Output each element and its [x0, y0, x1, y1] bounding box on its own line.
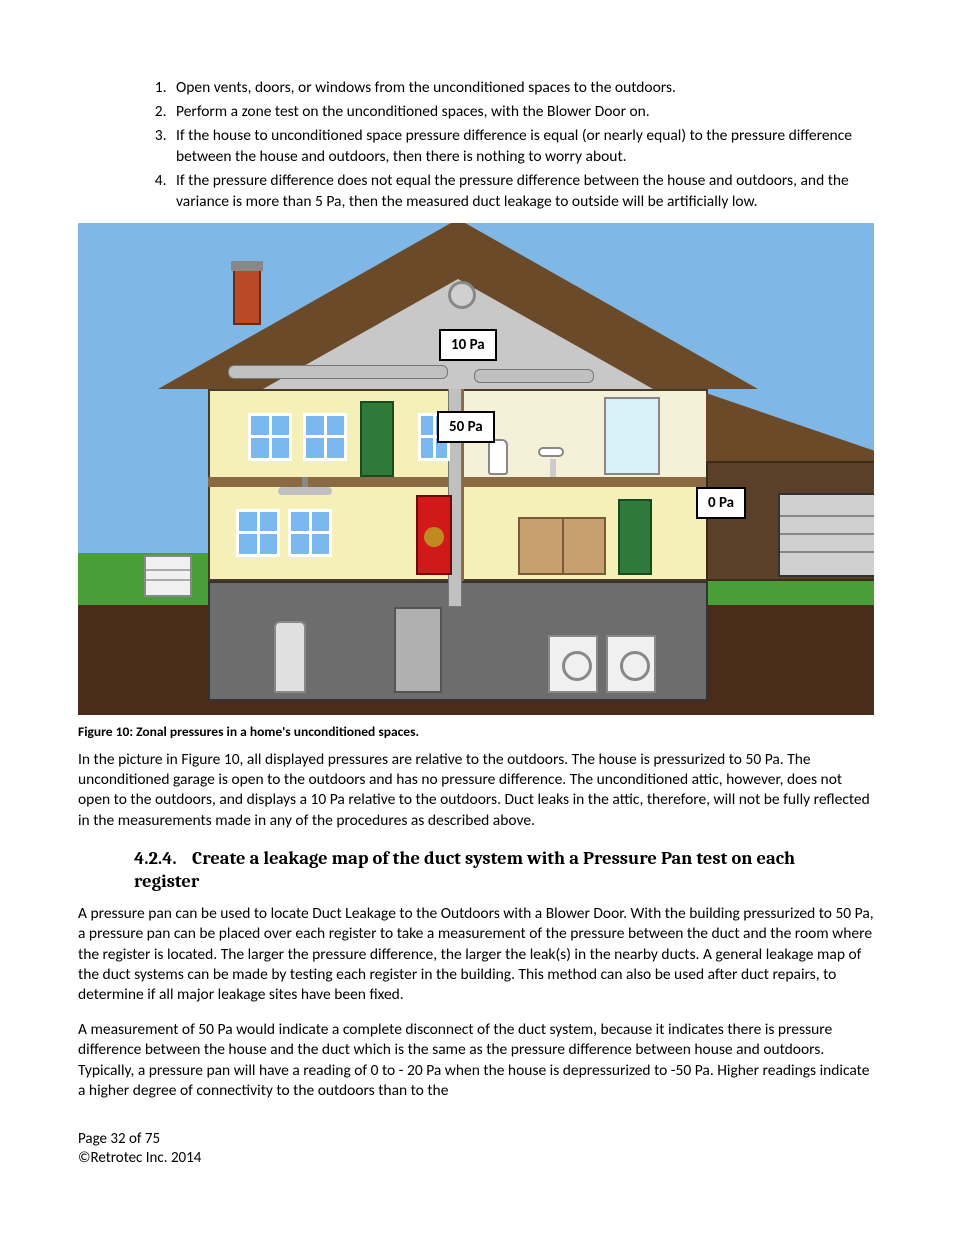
page-number: Page 32 of 75 — [78, 1130, 876, 1150]
page-footer: Page 32 of 75 ©Retrotec Inc. 2014 — [78, 1130, 876, 1169]
figure-caption: Figure 10: Zonal pressures in a home's u… — [78, 723, 876, 740]
section-title: Create a leakage map of the duct system … — [134, 847, 795, 892]
ac-unit-icon — [144, 555, 192, 597]
sink-icon — [538, 447, 564, 457]
door-icon — [618, 499, 652, 575]
list-item: Open vents, doors, or windows from the u… — [170, 78, 876, 99]
door-icon — [360, 401, 394, 477]
paragraph: A measurement of 50 Pa would indicate a … — [78, 1020, 876, 1102]
ceiling-fan-icon — [278, 487, 332, 495]
duct-icon — [474, 369, 594, 383]
list-item: If the pressure difference does not equa… — [170, 171, 876, 213]
figure-10: 10 Pa 50 Pa 0 Pa Figure 10: Zonal pressu… — [78, 223, 876, 740]
water-heater-icon — [274, 621, 306, 693]
paragraph: In the picture in Figure 10, all display… — [78, 750, 876, 832]
duct-icon — [228, 365, 448, 379]
shower-icon — [604, 397, 660, 475]
garage-door-icon — [778, 493, 874, 577]
dryer-icon — [606, 635, 656, 693]
section-heading: 4.2.4.Create a leakage map of the duct s… — [134, 847, 876, 893]
pressure-label-garage: 0 Pa — [696, 487, 746, 519]
copyright: ©Retrotec Inc. 2014 — [78, 1149, 876, 1169]
list-item: Perform a zone test on the unconditioned… — [170, 102, 876, 123]
window-icon — [303, 413, 347, 461]
furnace-icon — [394, 607, 442, 693]
attic-vent-icon — [448, 281, 476, 309]
house-illustration: 10 Pa 50 Pa 0 Pa — [78, 223, 874, 715]
window-icon — [248, 413, 292, 461]
chimney-icon — [233, 269, 261, 325]
section-number: 4.2.4. — [134, 847, 192, 870]
list-item: If the house to unconditioned space pres… — [170, 126, 876, 168]
window-icon — [288, 509, 332, 557]
blower-door-icon — [416, 495, 452, 575]
pressure-label-attic: 10 Pa — [439, 329, 497, 361]
procedure-list: Open vents, doors, or windows from the u… — [78, 78, 876, 213]
kitchen-cabinet-icon — [518, 517, 606, 575]
washer-icon — [548, 635, 598, 693]
paragraph: A pressure pan can be used to locate Duc… — [78, 904, 876, 1006]
toilet-icon — [488, 439, 508, 475]
pressure-label-living: 50 Pa — [437, 411, 495, 443]
garage-roof — [706, 393, 874, 465]
window-icon — [236, 509, 280, 557]
